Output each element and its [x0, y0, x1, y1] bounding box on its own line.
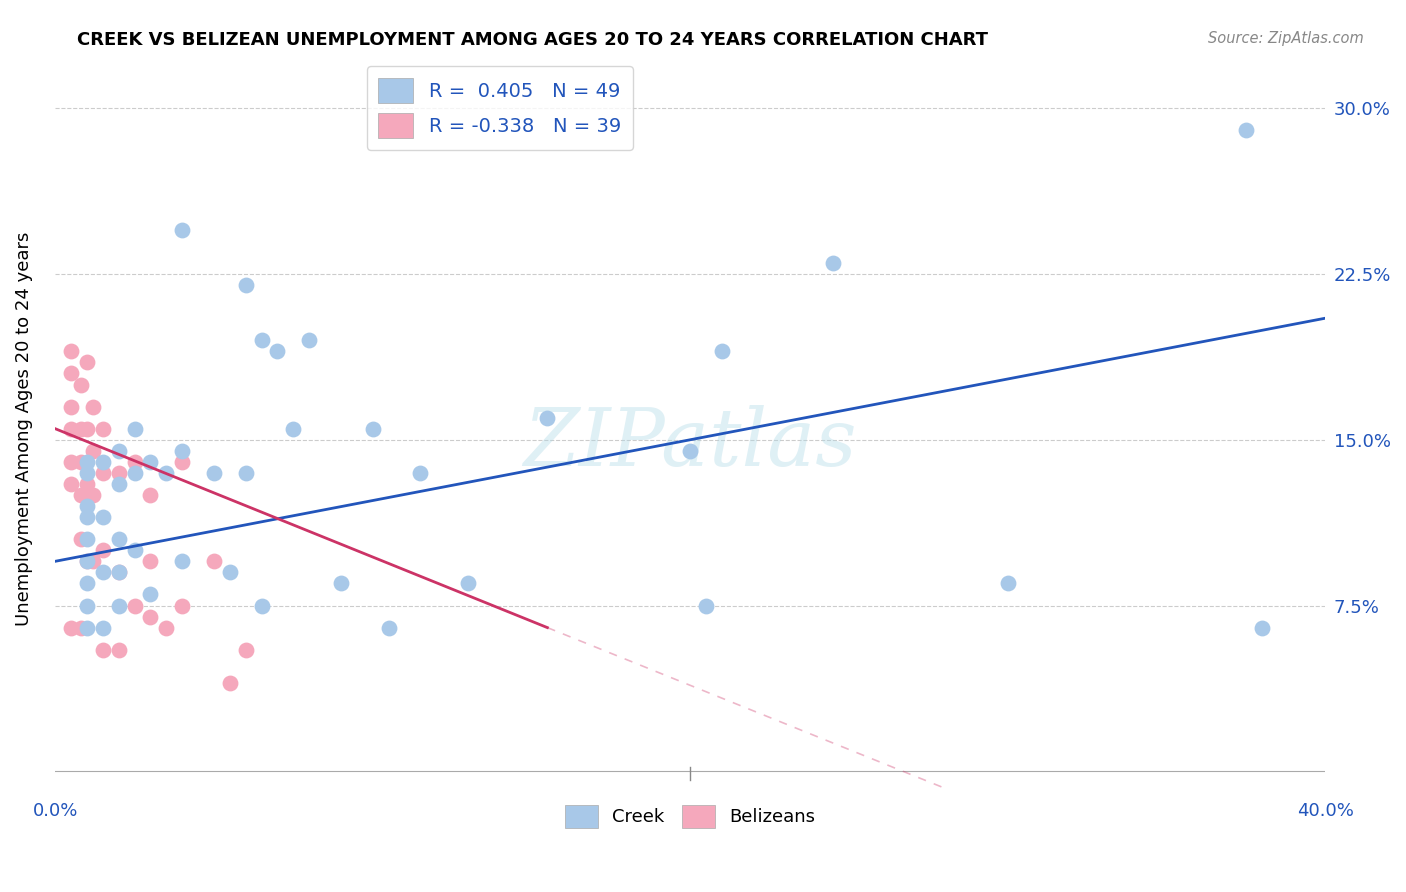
Point [91, 566, 114, 580]
Point [283, 422, 305, 436]
Point [69, 488, 91, 502]
Point [91, 422, 114, 436]
Point [76, 599, 98, 613]
Point [139, 587, 162, 601]
Point [1250, 621, 1272, 635]
Point [91, 642, 114, 657]
Point [60, 621, 83, 635]
Point [202, 554, 225, 568]
Point [107, 477, 129, 491]
Point [139, 488, 162, 502]
Point [82, 488, 104, 502]
Text: Source: ZipAtlas.com: Source: ZipAtlas.com [1208, 31, 1364, 46]
Point [235, 642, 257, 657]
Point [76, 499, 98, 513]
Point [536, 410, 558, 425]
Point [69, 621, 91, 635]
Point [82, 554, 104, 568]
Point [218, 566, 240, 580]
Point [377, 621, 399, 635]
Point [69, 377, 91, 392]
Point [172, 554, 194, 568]
Point [107, 443, 129, 458]
Point [82, 443, 104, 458]
Point [679, 443, 702, 458]
Point [235, 278, 257, 293]
Point [124, 543, 146, 558]
Y-axis label: Unemployment Among Ages 20 to 24 years: Unemployment Among Ages 20 to 24 years [15, 232, 32, 626]
Point [69, 422, 91, 436]
Point [457, 576, 479, 591]
Point [235, 466, 257, 480]
Point [124, 466, 146, 480]
Point [695, 599, 717, 613]
Point [107, 466, 129, 480]
Point [997, 576, 1019, 591]
Point [155, 466, 177, 480]
Point [107, 532, 129, 546]
Point [139, 554, 162, 568]
Point [76, 554, 98, 568]
Point [60, 455, 83, 469]
Point [91, 510, 114, 524]
Point [172, 443, 194, 458]
Point [172, 455, 194, 469]
Point [60, 400, 83, 414]
Point [155, 621, 177, 635]
Point [69, 532, 91, 546]
Point [91, 621, 114, 635]
Point [76, 477, 98, 491]
Point [218, 676, 240, 690]
Point [172, 223, 194, 237]
Point [107, 599, 129, 613]
Point [91, 466, 114, 480]
Point [409, 466, 432, 480]
Point [139, 609, 162, 624]
Point [76, 532, 98, 546]
Point [172, 599, 194, 613]
Point [202, 466, 225, 480]
Point [107, 642, 129, 657]
Point [298, 334, 321, 348]
Point [76, 576, 98, 591]
Point [250, 599, 273, 613]
Point [124, 422, 146, 436]
Point [69, 455, 91, 469]
Point [124, 599, 146, 613]
Point [250, 334, 273, 348]
Point [711, 344, 734, 359]
Point [91, 455, 114, 469]
Text: CREEK VS BELIZEAN UNEMPLOYMENT AMONG AGES 20 TO 24 YEARS CORRELATION CHART: CREEK VS BELIZEAN UNEMPLOYMENT AMONG AGE… [77, 31, 988, 49]
Point [60, 367, 83, 381]
Point [139, 455, 162, 469]
Legend: Creek, Belizeans: Creek, Belizeans [558, 797, 823, 836]
Point [60, 344, 83, 359]
Point [76, 422, 98, 436]
Text: ZIPatlas: ZIPatlas [523, 405, 858, 482]
Point [76, 510, 98, 524]
Point [330, 576, 353, 591]
Point [266, 344, 288, 359]
Point [76, 621, 98, 635]
Point [60, 422, 83, 436]
Point [76, 355, 98, 369]
Point [124, 455, 146, 469]
Point [76, 554, 98, 568]
Point [107, 566, 129, 580]
Point [1234, 123, 1257, 137]
Point [823, 256, 845, 270]
Point [361, 422, 384, 436]
Point [82, 400, 104, 414]
Point [60, 477, 83, 491]
Point [107, 566, 129, 580]
Point [76, 466, 98, 480]
Point [76, 455, 98, 469]
Point [91, 543, 114, 558]
